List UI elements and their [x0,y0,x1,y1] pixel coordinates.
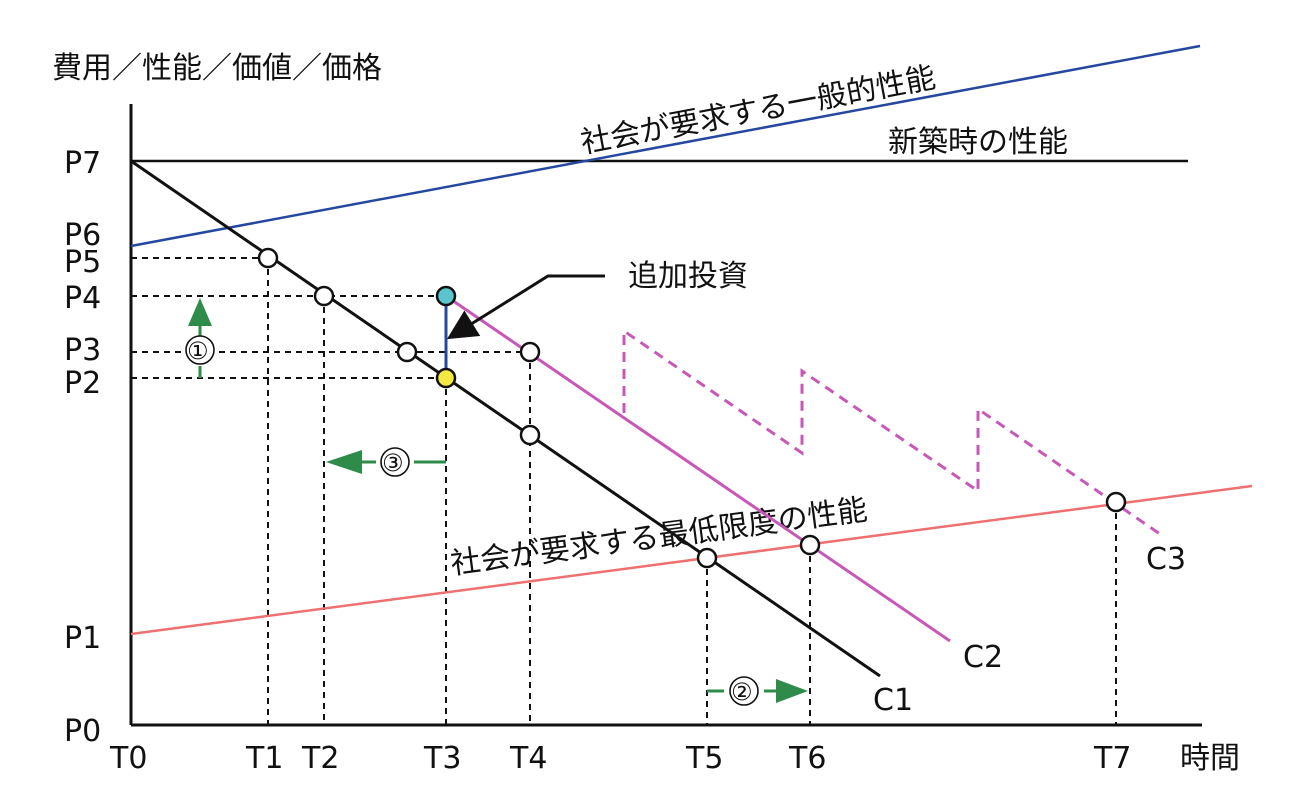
arrow-3 [326,447,446,477]
point-t6 [799,534,821,556]
point-p3-c1 [396,341,418,363]
curve-c2-label: C2 [963,640,1003,675]
y-axis-title: 費用／性能／価値／価格 [52,51,382,86]
point-t7 [1105,491,1127,513]
y-tick-p2: P2 [64,366,101,401]
point-t4-c2 [519,341,541,363]
social-general-performance-line [130,44,1201,248]
point-investment-top [435,285,457,307]
social-general-performance-label: 社会が要求する一般的性能 [578,60,938,161]
curve-c1-label: C1 [873,683,913,718]
new-build-performance-label: 新築時の性能 [888,125,1068,160]
curve-c3 [622,328,1161,536]
x-tick-t5: T5 [685,741,723,776]
point-t2 [313,285,335,307]
y-tick-p0: P0 [64,714,101,749]
y-tick-p6: P6 [64,218,101,253]
additional-investment-arrow [446,274,605,340]
y-tick-p4: P4 [64,281,101,316]
y-tick-p5: P5 [64,245,101,280]
x-tick-t7: T7 [1093,741,1131,776]
social-minimum-performance-line [130,484,1253,636]
x-tick-t2: T2 [301,741,339,776]
curve-c1 [130,159,881,678]
data-points [257,247,1127,569]
marker-1: ① [187,337,209,365]
arrow-2 [707,676,808,706]
x-tick-t4: T4 [509,741,547,776]
x-tick-t3: T3 [423,741,461,776]
vertical-guides [267,258,1117,725]
y-tick-p3: P3 [64,333,101,368]
x-axis-title: 時間 [1180,741,1240,776]
point-t4-c1 [519,424,541,446]
x-tick-t6: T6 [788,741,826,776]
additional-investment-label: 追加投資 [628,259,748,294]
x-tick-t0: T0 [109,741,147,776]
point-t1 [257,247,279,269]
y-tick-p1: P1 [64,621,101,656]
point-t5 [696,547,718,569]
y-tick-p7: P7 [64,146,101,181]
arrow-1 [185,298,215,378]
curve-c3-label: C3 [1146,542,1186,577]
marker-2: ② [731,678,753,706]
point-investment-bottom [435,367,457,389]
x-tick-t1: T1 [245,741,283,776]
marker-3: ③ [382,449,404,477]
